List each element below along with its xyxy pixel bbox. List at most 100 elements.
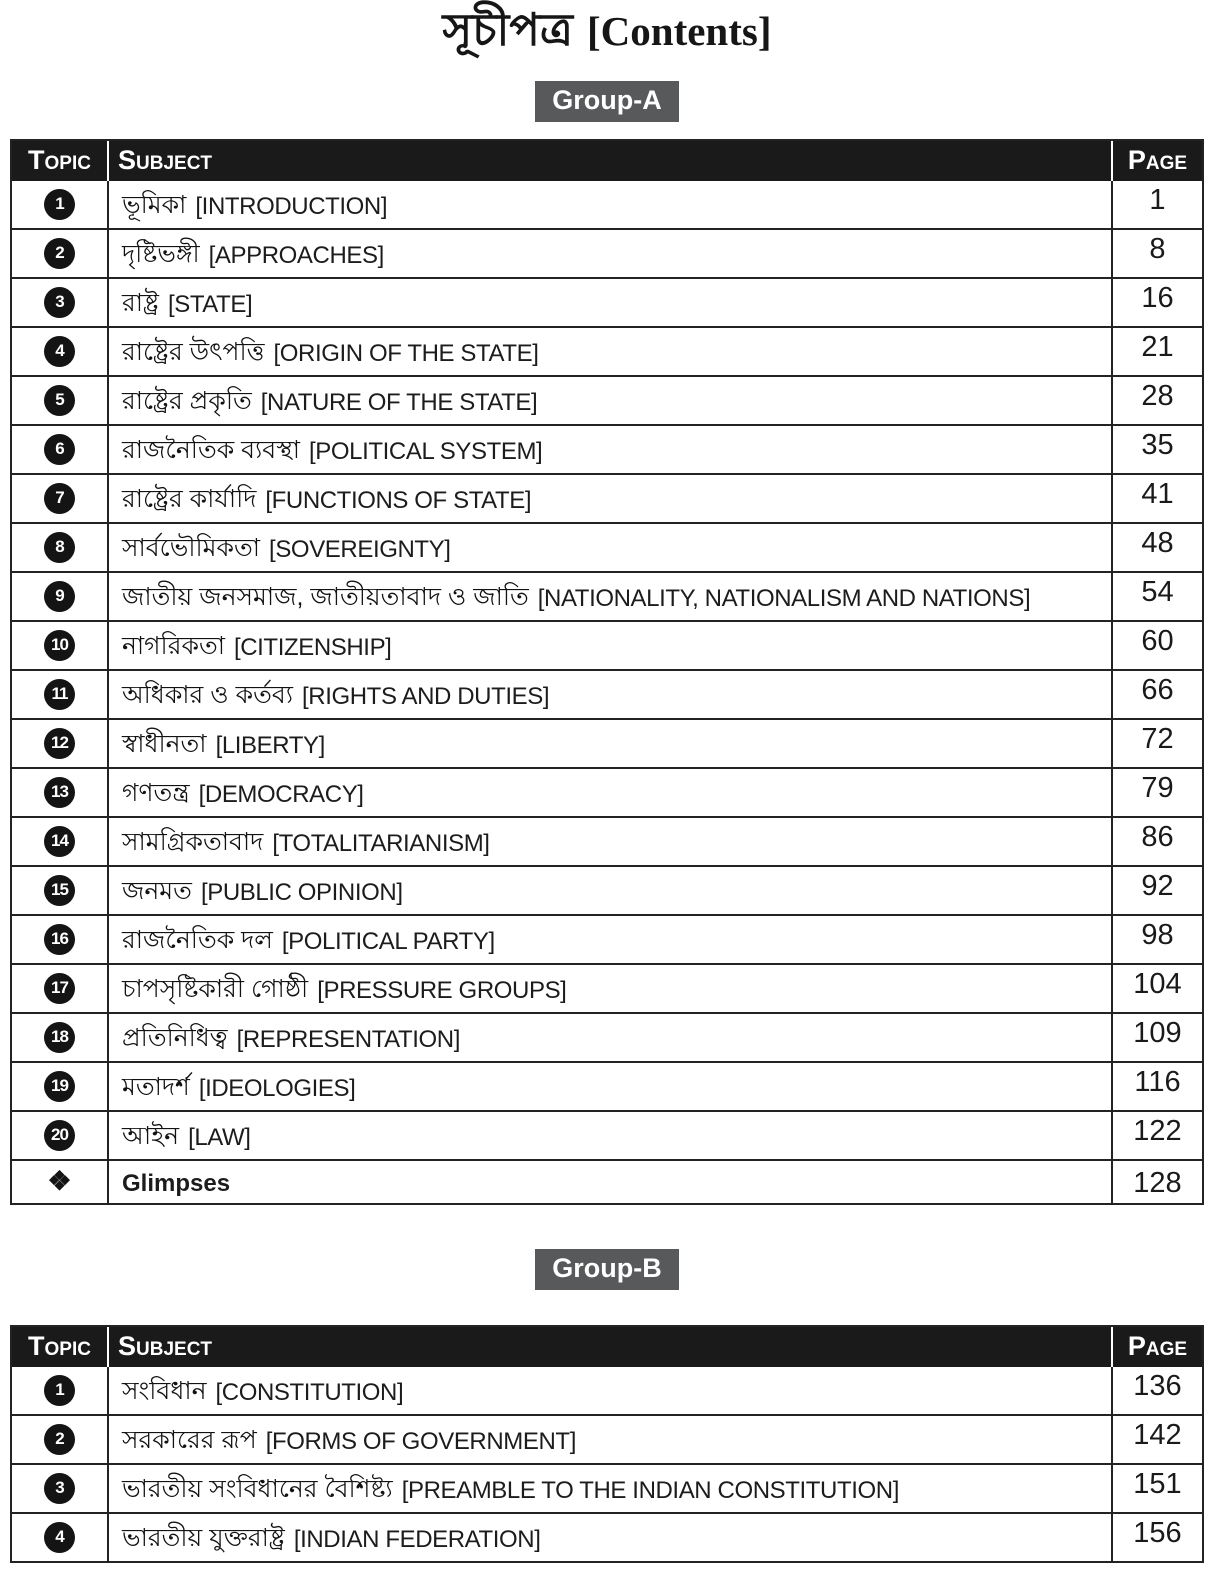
- page-title-bengali: সূচীপত্র: [442, 5, 574, 55]
- topic-cell: 17: [12, 965, 107, 1012]
- table-row: 11 অধিকার ও কর্তব্য [RIGHTS AND DUTIES] …: [12, 668, 1202, 718]
- table-row: 15 জনমত [PUBLIC OPINION] 92: [12, 864, 1202, 914]
- topic-number-badge: 3: [44, 286, 75, 318]
- page-number: 116: [1111, 1062, 1202, 1110]
- topic-number-badge: 20: [44, 1119, 75, 1151]
- subject-cell: দৃষ্টিভঙ্গী [APPROACHES]: [107, 229, 1111, 277]
- subject-bengali: সার্বভৌমিকতা: [122, 534, 261, 562]
- table-row: 5 রাষ্ট্রের প্রকৃতি [NATURE OF THE STATE…: [12, 374, 1202, 424]
- page-number: 66: [1111, 670, 1202, 718]
- topic-cell: 10: [12, 622, 107, 669]
- subject-bengali: চাপসৃষ্টিকারী গোষ্ঠী: [122, 975, 309, 1003]
- subject-bengali: মতাদর্শ: [122, 1073, 190, 1101]
- topic-number-badge: 8: [44, 531, 75, 563]
- subject-bengali: সামগ্রিকতাবাদ: [122, 828, 264, 856]
- table-row: 2 দৃষ্টিভঙ্গী [APPROACHES] 8: [12, 227, 1202, 277]
- table-row: 1 ভূমিকা [INTRODUCTION] 1: [12, 180, 1202, 228]
- subject-cell: ভারতীয় যুক্তরাষ্ট্র [INDIAN FEDERATION]: [107, 1513, 1111, 1561]
- topic-number-badge: 2: [44, 1423, 75, 1455]
- table-row: 1 সংবিধান [CONSTITUTION] 136: [12, 1366, 1202, 1414]
- subject-english: [LAW]: [188, 1123, 251, 1151]
- table-row: ❖ Glimpses 128: [12, 1158, 1202, 1203]
- group-b-table: Topic Subject Page 1 সংবিধান [CONSTITUTI…: [10, 1324, 1204, 1563]
- topic-cell: 2: [12, 230, 107, 277]
- page-number: 104: [1111, 964, 1202, 1012]
- topic-number-badge: 5: [44, 384, 75, 416]
- table-row: 14 সামগ্রিকতাবাদ [TOTALITARIANISM] 86: [12, 815, 1202, 865]
- subject-cell: ভারতীয় সংবিধানের বৈশিষ্ট্য [PREAMBLE TO…: [107, 1464, 1111, 1512]
- topic-cell: 12: [12, 720, 107, 767]
- topic-number-badge: 13: [44, 776, 75, 808]
- table-row: 3 ভারতীয় সংবিধানের বৈশিষ্ট্য [PREAMBLE …: [12, 1462, 1202, 1512]
- subject-bengali: অধিকার ও কর্তব্য: [122, 681, 294, 709]
- page-title-english: [Contents]: [587, 8, 772, 54]
- page-number: 136: [1111, 1366, 1202, 1414]
- subject-english: [IDEOLOGIES]: [198, 1074, 356, 1102]
- page-number: 79: [1111, 768, 1202, 816]
- subject-cell: রাষ্ট্রের উৎপত্তি [ORIGIN OF THE STATE]: [107, 327, 1111, 375]
- group-a-table-body: 1 ভূমিকা [INTRODUCTION] 1 2 দৃষ্টিভঙ্গী …: [12, 180, 1202, 1203]
- subject-cell: ভূমিকা [INTRODUCTION]: [107, 180, 1111, 228]
- subject-bengali: রাজনৈতিক দল: [122, 926, 273, 954]
- header-cell-page: Page: [1111, 140, 1202, 181]
- page-number: 48: [1111, 523, 1202, 571]
- subject-cell: Glimpses: [107, 1160, 1111, 1203]
- subject-bengali: ভূমিকা: [122, 191, 187, 219]
- table-row: 8 সার্বভৌমিকতা [SOVEREIGNTY] 48: [12, 521, 1202, 571]
- topic-cell: 2: [12, 1416, 107, 1463]
- subject-english: [NATURE OF THE STATE]: [260, 388, 538, 416]
- page-number: 60: [1111, 621, 1202, 669]
- topic-cell: 9: [12, 573, 107, 620]
- subject-english: [ORIGIN OF THE STATE]: [273, 339, 539, 367]
- subject-cell: মতাদর্শ [IDEOLOGIES]: [107, 1062, 1111, 1110]
- topic-number-badge: 12: [44, 727, 75, 759]
- topic-number-badge: 10: [44, 629, 75, 661]
- subject-cell: রাজনৈতিক দল [POLITICAL PARTY]: [107, 915, 1111, 963]
- subject-english: [POLITICAL PARTY]: [281, 927, 495, 955]
- subject-english: [RIGHTS AND DUTIES]: [302, 682, 550, 710]
- subject-english: [PRESSURE GROUPS]: [317, 976, 567, 1004]
- group-b-badge: Group-B: [535, 1248, 679, 1290]
- table-row: 4 রাষ্ট্রের উৎপত্তি [ORIGIN OF THE STATE…: [12, 325, 1202, 375]
- topic-number-badge: 2: [44, 237, 75, 269]
- topic-cell: 18: [12, 1014, 107, 1061]
- topic-cell: 19: [12, 1063, 107, 1110]
- topic-number-badge: 19: [44, 1070, 75, 1102]
- topic-cell: 4: [12, 328, 107, 375]
- table-row: 18 প্রতিনিধিত্ব [REPRESENTATION] 109: [12, 1011, 1202, 1061]
- subject-english: [STATE]: [167, 290, 253, 318]
- subject-cell: জনমত [PUBLIC OPINION]: [107, 866, 1111, 914]
- page-number: 142: [1111, 1415, 1202, 1463]
- subject-bengali: রাষ্ট্রের কার্যাদি: [122, 485, 257, 513]
- topic-number-badge: 9: [44, 580, 75, 612]
- page-number: 86: [1111, 817, 1202, 865]
- subject-cell: জাতীয় জনসমাজ, জাতীয়তাবাদ ও জাতি [NATIO…: [107, 572, 1111, 620]
- group-a-table-header: Topic Subject Page: [12, 140, 1202, 181]
- topic-number-badge: 1: [44, 188, 75, 220]
- page-number: 1: [1111, 180, 1202, 228]
- header-cell-page: Page: [1111, 1326, 1202, 1367]
- page-number: 35: [1111, 425, 1202, 473]
- subject-cell: স্বাধীনতা [LIBERTY]: [107, 719, 1111, 767]
- topic-cell: 3: [12, 1465, 107, 1512]
- subject-bengali: জনমত: [122, 877, 192, 905]
- subject-english: [POLITICAL SYSTEM]: [309, 437, 543, 465]
- subject-bengali: নাগরিকতা: [122, 632, 225, 660]
- page-number: 28: [1111, 376, 1202, 424]
- header-cell-subject: Subject: [107, 1326, 1111, 1367]
- topic-cell: 16: [12, 916, 107, 963]
- page-number: 98: [1111, 915, 1202, 963]
- topic-number-badge: 7: [44, 482, 75, 514]
- topic-number-badge: 15: [44, 874, 75, 906]
- table-row: 3 রাষ্ট্র [STATE] 16: [12, 276, 1202, 326]
- topic-cell: 11: [12, 671, 107, 718]
- topic-cell: 5: [12, 377, 107, 424]
- table-row: 10 নাগরিকতা [CITIZENSHIP] 60: [12, 619, 1202, 669]
- topic-cell: 1: [12, 1367, 107, 1414]
- topic-cell: 14: [12, 818, 107, 865]
- page-number: 21: [1111, 327, 1202, 375]
- subject-cell: রাষ্ট্রের কার্যাদি [FUNCTIONS OF STATE]: [107, 474, 1111, 522]
- topic-cell: 3: [12, 279, 107, 326]
- table-row: 12 স্বাধীনতা [LIBERTY] 72: [12, 717, 1202, 767]
- header-cell-topic: Topic: [28, 144, 91, 175]
